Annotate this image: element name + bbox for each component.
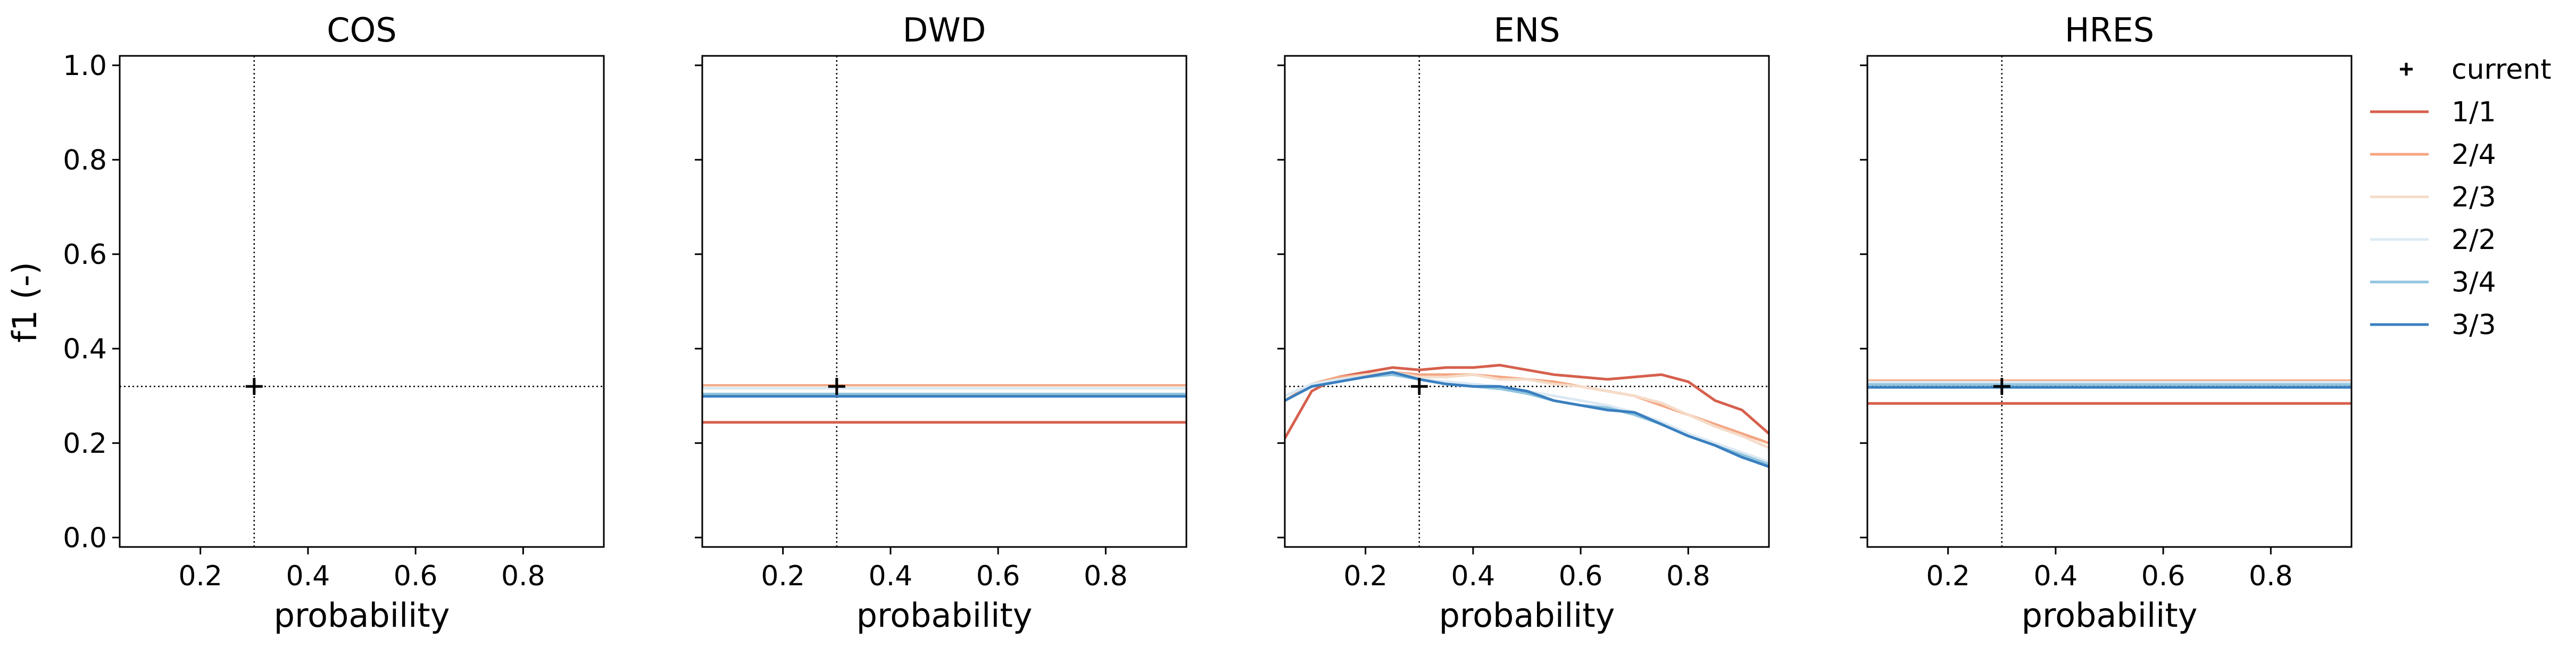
y-axis-label: f1 (-)	[5, 262, 44, 343]
x-tick-label: 0.2	[761, 560, 805, 592]
y-tick-label: 0.2	[63, 428, 107, 460]
x-tick-label: 0.2	[178, 560, 222, 592]
plot-frame	[119, 55, 605, 548]
legend-label: 1/1	[2452, 96, 2496, 128]
series-line-1-of-1	[1285, 363, 1769, 439]
legend-label: 2/4	[2452, 139, 2496, 171]
x-axis-label: probability	[857, 596, 1033, 635]
x-tick-label: 0.6	[1559, 560, 1603, 592]
legend-item: 3/3	[2370, 309, 2496, 341]
panel-title: HRES	[2065, 11, 2154, 49]
legend-item: 2/2	[2370, 224, 2496, 256]
y-tick-label: 0.0	[63, 522, 107, 554]
plot-frame	[1284, 55, 1770, 548]
y-tick-label: 0.6	[63, 239, 107, 271]
panel-title: ENS	[1494, 11, 1560, 49]
x-axis-label: probability	[1439, 596, 1615, 635]
x-tick-label: 0.6	[2141, 560, 2186, 592]
legend-item: current	[2400, 54, 2552, 86]
panel-title: DWD	[903, 11, 986, 49]
panel-cos: COS 0.2 0.4 0.6 0.8 probability 0.0 0.2 0.4 0.6 0.…	[63, 11, 605, 635]
x-axis-label: probability	[274, 596, 450, 635]
x-tick-label: 0.2	[1926, 560, 1970, 592]
x-axis-label: probability	[2022, 596, 2198, 635]
plot-frame	[1866, 55, 2353, 548]
legend-label: 2/2	[2452, 224, 2496, 256]
panels: COS 0.2 0.4 0.6 0.8 probability 0.0 0.2 0.4 0.6 0.…	[63, 11, 2353, 635]
x-tick-label: 0.8	[2249, 560, 2293, 592]
current-marker	[245, 378, 263, 395]
panel-hres: HRES 0.2 0.4 0.6 0.8 probability	[1860, 11, 2353, 635]
x-tick-label: 0.4	[286, 560, 330, 592]
x-tick-label: 0.2	[1343, 560, 1387, 592]
series-line-2-of-3	[1285, 371, 1769, 449]
series-line-2-of-4	[1285, 371, 1769, 445]
x-tick-label: 0.4	[869, 560, 913, 592]
legend-label: 3/3	[2452, 309, 2496, 341]
y-tick-label: 0.8	[63, 144, 107, 176]
panel-title: COS	[327, 11, 396, 49]
legend-item: 3/4	[2370, 267, 2496, 298]
x-tick-label: 0.4	[2034, 560, 2078, 592]
legend-label: current	[2452, 54, 2552, 86]
panel-dwd: DWD 0.2 0.4 0.6 0.8 probability	[695, 11, 1187, 635]
legend-label: 2/3	[2452, 181, 2496, 213]
x-tick-label: 0.8	[501, 560, 545, 592]
series-line-3-of-3	[1285, 371, 1769, 468]
legend-item: 2/3	[2370, 181, 2496, 213]
legend-item: 1/1	[2370, 96, 2496, 128]
legend-label: 3/4	[2452, 267, 2496, 298]
x-tick-label: 0.6	[394, 560, 438, 592]
legend: current 1/1 2/4 2/3 2/2 3/4 3/3	[2370, 54, 2552, 341]
x-tick-label: 0.4	[1451, 560, 1495, 592]
panel-ens: ENS 0.2 0.4 0.6 0.8 probability	[1277, 11, 1770, 635]
current-marker	[828, 378, 845, 395]
legend-item: 2/4	[2370, 139, 2496, 171]
y-tick-label: 1.0	[63, 50, 107, 82]
current-marker	[1993, 378, 2010, 395]
y-tick-label: 0.4	[63, 333, 107, 365]
x-tick-label: 0.8	[1666, 560, 1710, 592]
plot-frame	[701, 55, 1187, 548]
legend-plus-marker	[2400, 63, 2413, 76]
x-tick-label: 0.8	[1084, 560, 1128, 592]
current-marker	[1410, 378, 1428, 395]
x-tick-label: 0.6	[976, 560, 1020, 592]
